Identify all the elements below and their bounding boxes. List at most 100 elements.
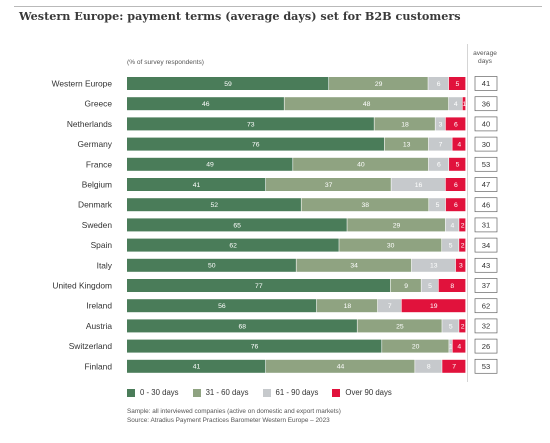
top-rule [14, 6, 542, 7]
legend-label: Over 90 days [345, 388, 392, 397]
legend-swatch [127, 388, 135, 397]
row-label: Finland [85, 361, 113, 371]
row-label: Austria [86, 321, 112, 331]
average-days-value: 36 [482, 99, 490, 108]
bar-value-label: 7 [388, 303, 392, 310]
bar-segment [445, 117, 466, 131]
bar-segment [316, 299, 378, 313]
bar-value-label: 9 [404, 283, 408, 290]
bar-value-label: 59 [224, 81, 232, 88]
bar-segment [390, 279, 421, 292]
source-note: Source: Atradius Payment Practices Barom… [127, 417, 330, 424]
average-days-value: 53 [482, 362, 490, 371]
bar-value-label: 68 [238, 323, 246, 330]
bar-value-label: 20 [412, 344, 420, 351]
row-label: Belgium [82, 180, 112, 190]
bar-segment [127, 117, 374, 131]
average-days-value: 41 [482, 79, 490, 88]
bar-value-label: 7 [439, 142, 443, 149]
bar-value-label: 48 [363, 101, 371, 108]
bar-segment [428, 77, 449, 90]
chart-subtitle: (% of survey respondents) [127, 59, 204, 66]
average-days-value: 26 [482, 342, 490, 351]
bar-segment [428, 157, 449, 171]
bar-segment [127, 279, 391, 292]
average-days-value: 34 [482, 241, 490, 250]
average-days-box [474, 318, 498, 334]
row-label: Germany [78, 139, 113, 149]
bar-segment [265, 178, 391, 191]
legend-item: 31 - 60 days [192, 388, 249, 397]
bar-value-label: 49 [206, 162, 214, 169]
average-days-box [474, 217, 498, 233]
average-days-box [474, 278, 498, 293]
bar-segment [127, 218, 347, 232]
bar-value-label: 46 [202, 101, 210, 108]
bar-value-label: 16 [415, 182, 423, 189]
average-days-header-line-1: average [473, 50, 497, 57]
bar-value-label: 52 [210, 202, 218, 209]
bar-segment [429, 198, 446, 212]
average-days-box [474, 156, 498, 172]
legend-item: 61 - 90 days [262, 388, 318, 397]
bar-value-label: 50 [208, 263, 216, 270]
bar-segment [449, 157, 466, 171]
legend-swatch [192, 388, 201, 397]
bar-value-label: 77 [255, 283, 263, 290]
bar-value-label: 38 [362, 202, 370, 209]
bar-value-label: 1 [449, 344, 453, 351]
bar-segment [127, 178, 266, 191]
bar-segment [428, 137, 452, 151]
bar-value-label: 4 [454, 101, 458, 108]
bar-segment [127, 258, 296, 272]
average-days-box [474, 358, 498, 374]
bar-value-label: 8 [427, 364, 431, 371]
bar-value-label: 41 [193, 364, 201, 371]
bar-value-label: 18 [344, 303, 352, 310]
bar-value-label: 29 [375, 81, 383, 88]
bar-value-label: 5 [428, 283, 432, 290]
bar-segment [411, 258, 456, 272]
bar-segment [401, 299, 466, 313]
bar-segment [374, 117, 435, 131]
average-days-box [474, 116, 498, 132]
bar-segment [296, 258, 412, 272]
bar-value-label: 5 [456, 81, 460, 88]
average-days-value: 32 [482, 322, 490, 331]
row-label: Italy [97, 260, 113, 270]
bar-segment [455, 258, 466, 272]
average-column-separator [467, 44, 468, 382]
bar-value-label: 6 [454, 182, 458, 189]
legend-swatch [332, 388, 341, 397]
bar-value-label: 30 [387, 243, 395, 250]
bar-segment [459, 218, 466, 232]
bar-segment [459, 319, 466, 333]
bar-segment [445, 218, 459, 232]
legend-item: Over 90 days [332, 388, 392, 397]
bar-segment [127, 299, 317, 313]
bar-value-label: 40 [357, 162, 365, 169]
bar-value-label: 4 [451, 222, 455, 229]
row-label: France [86, 159, 112, 169]
bar-value-label: 18 [401, 121, 409, 128]
average-days-box [474, 136, 498, 152]
row-label: Ireland [86, 301, 112, 311]
bar-segment [462, 97, 466, 111]
average-days-value: 37 [482, 281, 490, 290]
bar-segment [377, 299, 401, 313]
legend: 0 - 30 days 31 - 60 days 61 - 90 days Ov… [127, 388, 392, 397]
average-days-box [474, 177, 498, 192]
bar-value-label: 3 [439, 121, 443, 128]
bar-value-label: 5 [449, 323, 453, 330]
average-days-value: 47 [482, 180, 490, 189]
row-label: Switzerland [69, 341, 113, 351]
average-days-value: 53 [482, 160, 490, 169]
bar-value-label: 6 [437, 162, 441, 169]
bar-value-label: 13 [403, 142, 411, 149]
bar-segment [127, 359, 266, 373]
bar-value-label: 44 [337, 364, 345, 371]
legend-swatch [262, 388, 271, 397]
bar-segment [339, 238, 442, 252]
average-days-box [474, 338, 498, 354]
bar-segment [284, 97, 449, 111]
